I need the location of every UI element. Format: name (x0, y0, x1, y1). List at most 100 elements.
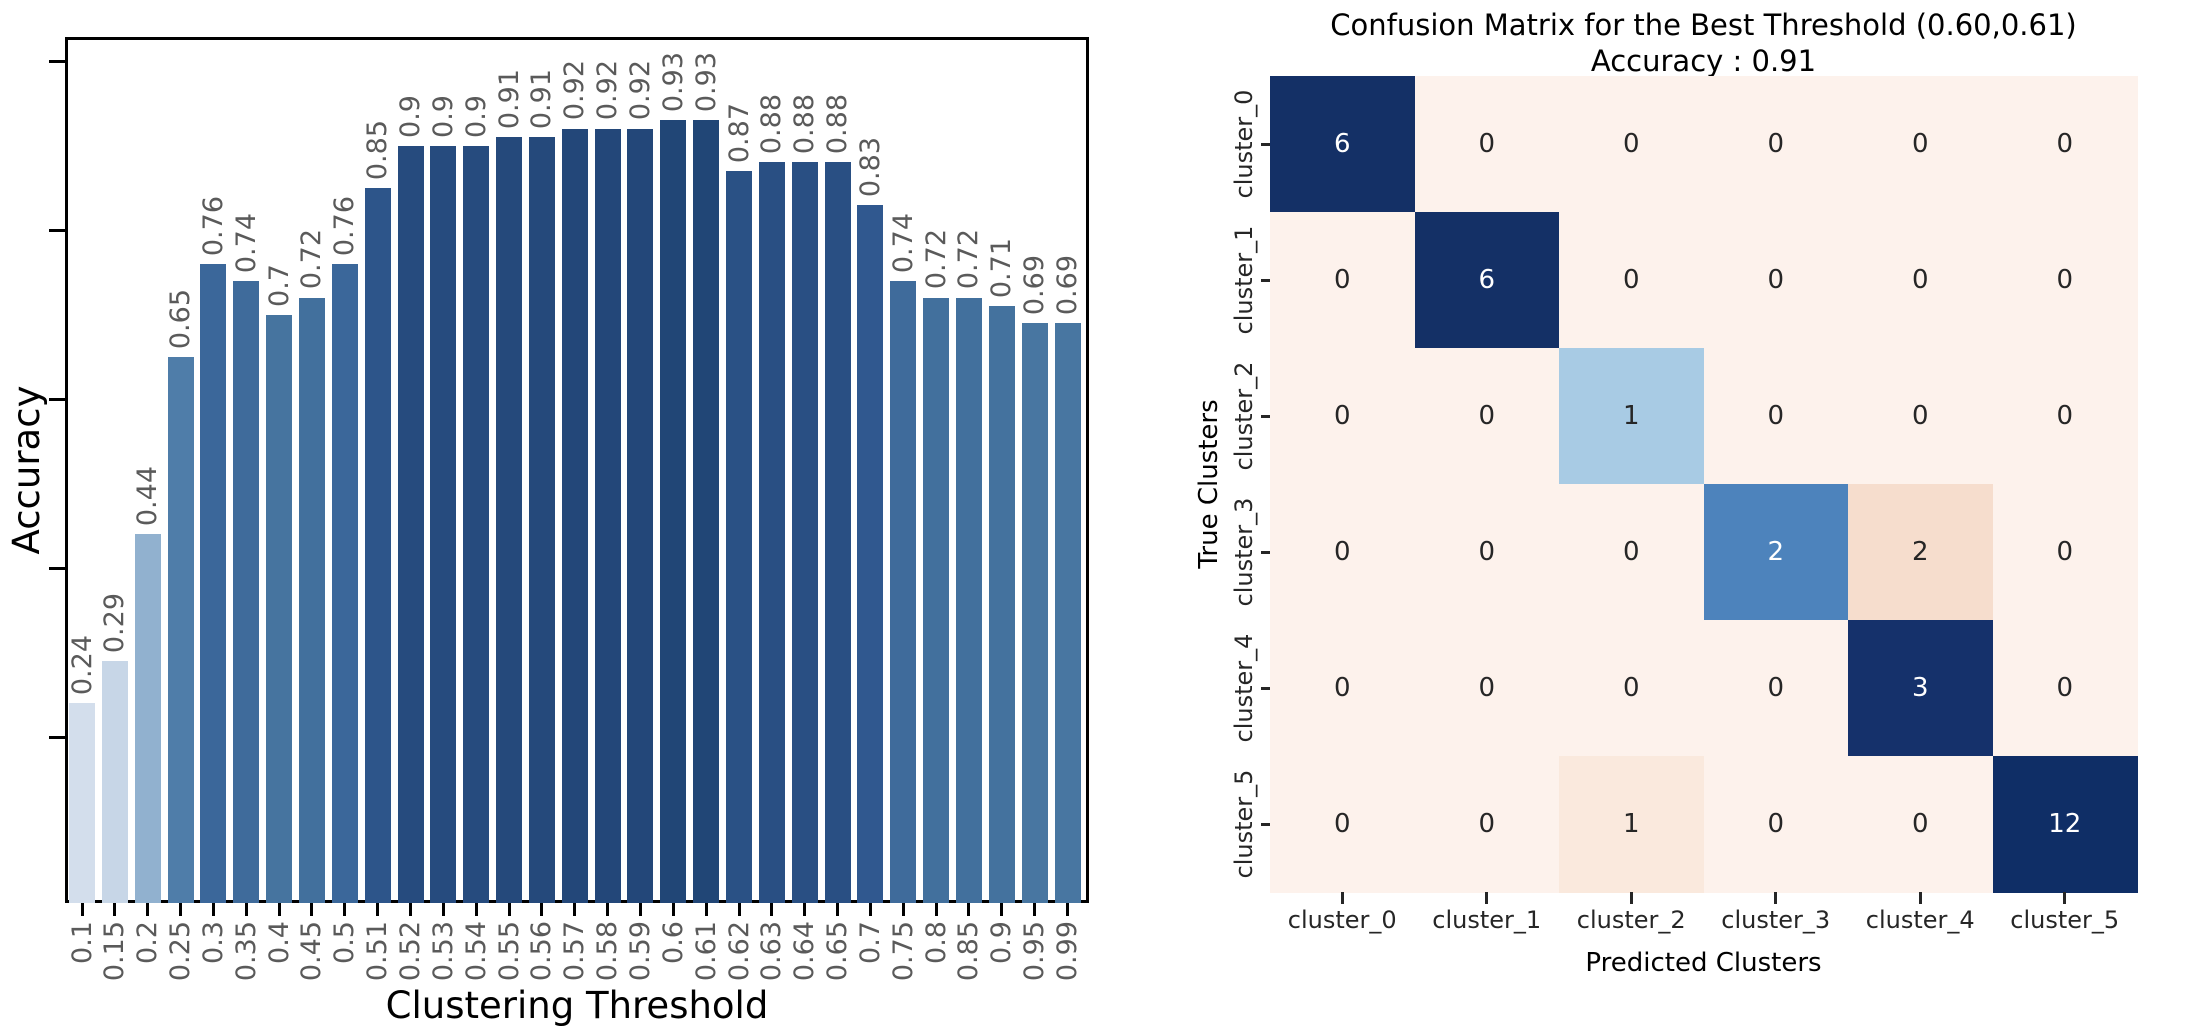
x-tick-label: 0.85 (953, 921, 985, 982)
x-tick (1000, 903, 1004, 916)
cm-cell (1703, 620, 1849, 757)
cm-y-tick-label: cluster_5 (1230, 769, 1258, 879)
x-tick (211, 903, 215, 916)
x-tick (934, 903, 938, 916)
cm-cell (1414, 484, 1560, 621)
cm-cell-value: 6 (1478, 265, 1496, 295)
x-tick (507, 903, 511, 916)
x-tick-label: 0.1 (66, 921, 98, 964)
x-tick (704, 903, 708, 916)
cm-cell (1414, 212, 1560, 349)
cm-cell-value: 0 (1622, 537, 1640, 567)
bar-value-label: 0.92 (559, 60, 591, 121)
y-tick (49, 59, 65, 63)
x-tick (1066, 903, 1069, 916)
cm-y-axis-label: True Clusters (1194, 399, 1224, 569)
bar-value-label: 0.88 (822, 94, 854, 155)
cm-x-tick-label: cluster_5 (2010, 906, 2120, 934)
cm-title-line2: Accuracy : 0.91 (1590, 44, 1817, 78)
cm-cell-value: 0 (1911, 129, 1929, 159)
cm-y-tick (1261, 142, 1270, 146)
cm-cell-value: 0 (2056, 401, 2074, 431)
bar-value-label: 0.69 (1019, 254, 1051, 315)
x-tick-label: 0.25 (165, 921, 197, 982)
bar (758, 162, 785, 903)
cm-cell-value: 0 (1767, 265, 1785, 295)
x-tick (540, 903, 544, 916)
bar (298, 297, 325, 903)
cm-cell (1992, 756, 2138, 893)
bar-value-label: 0.72 (953, 229, 985, 290)
x-tick (967, 903, 971, 916)
cm-cell-value: 0 (1911, 265, 1929, 295)
x-tick-label: 0.63 (756, 921, 788, 982)
bar-value-label: 0.24 (66, 635, 98, 696)
bar-value-label: 0.7 (263, 263, 295, 307)
bar (233, 280, 260, 903)
bar-value-label: 0.92 (592, 60, 624, 121)
cm-cell-value: 0 (1333, 809, 1351, 839)
cm-y-tick-label: cluster_0 (1230, 89, 1258, 199)
y-tick (49, 397, 65, 401)
bar-value-label: 0.87 (723, 102, 755, 163)
x-tick (80, 903, 84, 916)
bar-value-label: 0.88 (756, 94, 788, 155)
bar-value-label: 0.93 (690, 52, 722, 113)
cm-cell (1559, 76, 1704, 213)
x-tick (113, 903, 117, 916)
bar (594, 128, 621, 903)
x-tick-label: 0.53 (427, 921, 459, 982)
bar (397, 145, 424, 903)
x-tick (573, 903, 577, 916)
x-tick (179, 903, 183, 916)
bar-value-label: 0.76 (329, 195, 361, 256)
x-tick-label: 0.3 (197, 921, 229, 964)
cm-x-tick (1918, 892, 1922, 904)
x-tick (277, 903, 281, 916)
bar (1054, 322, 1081, 903)
x-tick-label: 0.35 (230, 921, 262, 982)
cm-cell-value: 0 (1622, 129, 1640, 159)
bar (1021, 322, 1048, 903)
cm-cell-value: 0 (1767, 673, 1785, 703)
bar-value-label: 0.76 (197, 195, 229, 256)
cm-cell-value: 3 (1911, 673, 1929, 703)
x-tick-label: 0.51 (362, 921, 394, 982)
cm-cell-value: 0 (2056, 265, 2074, 295)
cm-cell-value: 0 (1478, 673, 1496, 703)
cm-x-tick (1485, 892, 1489, 904)
x-tick (441, 903, 445, 916)
x-tick-label: 0.59 (624, 921, 656, 982)
cm-x-tick-label: cluster_4 (1865, 906, 1975, 934)
x-tick-label: 0.55 (493, 921, 525, 982)
x-tick-label: 0.99 (1052, 921, 1083, 982)
cm-cell-value: 0 (1911, 401, 1929, 431)
bar (200, 263, 227, 903)
x-tick-label: 0.45 (296, 921, 328, 982)
x-tick-label: 0.75 (887, 921, 919, 982)
cm-cell (1270, 756, 1415, 893)
x-tick (803, 903, 807, 916)
cm-x-tick-label: cluster_3 (1721, 906, 1831, 934)
bar (988, 306, 1015, 903)
x-tick (836, 903, 840, 916)
cm-cell-value: 0 (1478, 537, 1496, 567)
cm-y-tick (1261, 550, 1270, 554)
cm-cell (1414, 756, 1560, 893)
y-axis-label: Accuracy (5, 385, 48, 555)
bar (627, 128, 654, 903)
bar-value-label: 0.71 (986, 237, 1018, 299)
cm-cell (1703, 76, 1849, 213)
cm-x-tick-label: cluster_0 (1287, 906, 1397, 934)
x-tick-label: 0.5 (329, 921, 361, 964)
cm-cell-value: 0 (1478, 401, 1496, 431)
x-tick (474, 903, 478, 916)
x-tick-label: 0.61 (690, 921, 722, 982)
cm-cell (1703, 348, 1849, 485)
bar (561, 128, 588, 903)
cm-cell (1559, 620, 1704, 757)
cm-cell-value: 0 (2056, 537, 2074, 567)
bar (528, 137, 555, 903)
cm-cell-value: 12 (2048, 809, 2082, 839)
cm-cell (1703, 484, 1849, 621)
